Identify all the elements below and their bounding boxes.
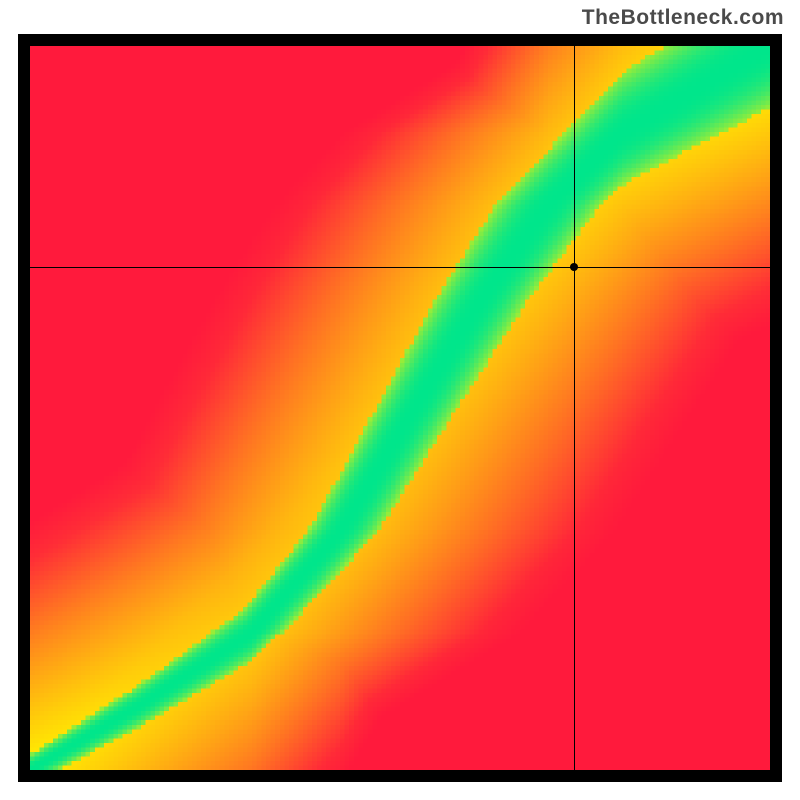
plot-area — [30, 46, 770, 770]
crosshair-marker — [570, 263, 578, 271]
chart-container: TheBottleneck.com — [0, 0, 800, 800]
heatmap-canvas — [30, 46, 770, 770]
watermark-text: TheBottleneck.com — [582, 6, 784, 30]
crosshair-horizontal — [30, 267, 770, 268]
crosshair-vertical — [574, 46, 575, 770]
chart-frame — [18, 34, 782, 782]
